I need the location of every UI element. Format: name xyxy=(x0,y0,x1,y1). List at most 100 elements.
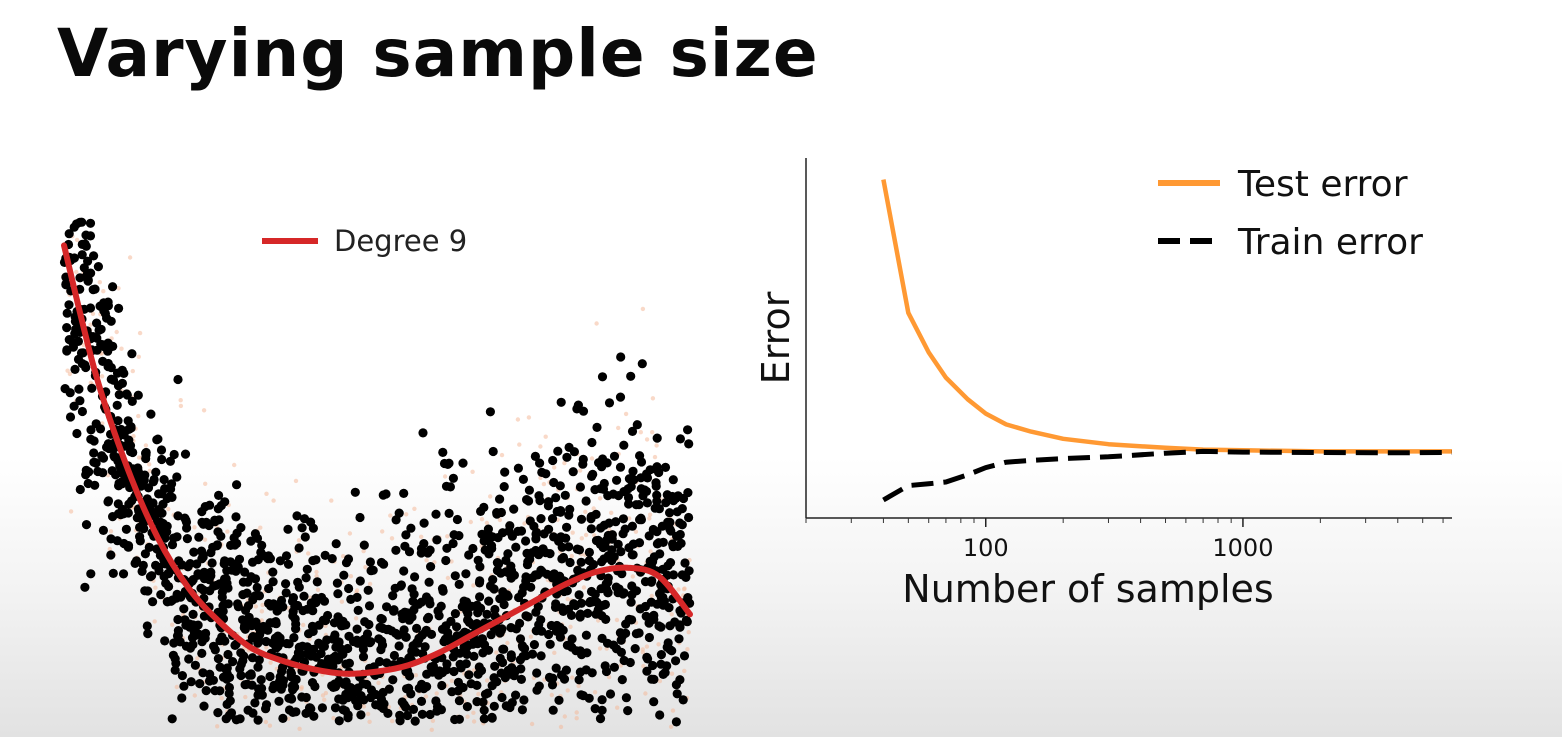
scatter-point xyxy=(664,603,674,613)
scatter-point xyxy=(232,480,242,490)
scatter-point xyxy=(490,661,500,671)
scatter-point xyxy=(608,489,618,499)
scatter-point xyxy=(437,680,447,691)
x-minor-ticks xyxy=(805,518,1444,523)
scatter-point xyxy=(604,398,615,408)
scatter-point xyxy=(658,537,668,548)
faint-point xyxy=(574,716,579,721)
scatter-point xyxy=(99,298,109,308)
faint-point xyxy=(529,721,535,727)
scatter-point xyxy=(174,556,184,566)
scatter-point xyxy=(475,576,485,586)
scatter-point xyxy=(587,668,597,678)
scatter-point xyxy=(678,695,688,705)
scatter-point xyxy=(642,498,653,508)
scatter-point xyxy=(216,531,226,541)
scatter-point xyxy=(493,559,504,569)
scatter-point xyxy=(271,617,281,627)
scatter-point xyxy=(410,716,420,726)
scatter-point xyxy=(173,374,183,385)
scatter-point xyxy=(389,650,399,661)
scatter-point xyxy=(70,364,80,374)
scatter-point xyxy=(407,584,417,594)
scatter-point xyxy=(291,619,301,629)
scatter-point xyxy=(438,447,448,457)
scatter-point xyxy=(544,672,555,683)
scatter-point xyxy=(549,532,559,542)
scatter-point xyxy=(223,649,233,660)
slide-title: Varying sample size xyxy=(57,15,819,92)
scatter-point xyxy=(575,482,586,492)
scatter-point xyxy=(557,603,567,613)
scatter-point xyxy=(530,451,541,461)
scatter-point xyxy=(80,582,90,592)
scatter-point xyxy=(416,696,427,707)
scatter-point xyxy=(404,653,414,663)
scatter-point xyxy=(601,536,611,546)
scatter-point xyxy=(173,614,183,625)
scatter-point xyxy=(468,543,478,554)
faint-point xyxy=(90,311,96,316)
scatter-point xyxy=(487,712,497,723)
faint-point xyxy=(470,469,475,474)
faint-point xyxy=(264,645,269,650)
scatter-point xyxy=(593,605,603,615)
scatter-point xyxy=(560,490,570,500)
scatter-point xyxy=(472,600,482,610)
faint-point xyxy=(499,452,505,458)
faint-point xyxy=(686,630,691,635)
scatter-point xyxy=(516,674,527,685)
faint-point xyxy=(424,558,429,563)
scatter-point xyxy=(123,416,133,426)
faint-point xyxy=(74,269,79,275)
scatter-point xyxy=(301,573,311,583)
scatter-point xyxy=(519,695,529,705)
x-tick-label: 1000 xyxy=(1212,534,1273,562)
faint-point xyxy=(597,646,603,651)
faint-point xyxy=(623,411,629,417)
scatter-point xyxy=(552,506,562,517)
scatter-point xyxy=(343,554,354,564)
scatter-point xyxy=(461,643,472,653)
scatter-point xyxy=(159,571,169,582)
scatter-point xyxy=(335,643,345,654)
faint-point xyxy=(361,548,366,554)
scatter-point xyxy=(419,539,429,549)
faint-point xyxy=(260,602,265,608)
faint-point xyxy=(471,583,476,588)
scatter-point xyxy=(634,500,644,510)
scatter-point xyxy=(565,557,575,568)
scatter-point xyxy=(618,514,629,524)
scatter-point xyxy=(518,474,529,484)
scatter-point xyxy=(477,634,487,644)
scatter-point xyxy=(91,419,101,429)
scatter-point xyxy=(81,520,92,530)
scatter-point xyxy=(215,636,225,646)
scatter-point xyxy=(678,493,689,504)
faint-point xyxy=(297,726,302,731)
scatter-point xyxy=(254,636,264,646)
faint-point xyxy=(116,286,121,291)
scatter-point xyxy=(648,660,658,671)
scatter-point xyxy=(452,622,462,632)
scatter-point xyxy=(195,679,205,689)
scatter-point xyxy=(301,692,311,703)
scatter-point xyxy=(414,633,424,644)
scatter-point xyxy=(597,705,607,715)
scatter-point xyxy=(188,609,198,620)
faint-point xyxy=(682,668,687,674)
faint-point xyxy=(640,647,645,652)
scatter-point xyxy=(127,396,137,406)
scatter-point xyxy=(261,636,271,647)
scatter-point xyxy=(198,668,208,678)
scatter-point xyxy=(118,509,128,519)
scatter-point xyxy=(232,538,242,549)
scatter-point xyxy=(626,597,636,607)
faint-point xyxy=(442,474,448,479)
faint-point xyxy=(640,306,646,312)
legend-train-error-label: Train error xyxy=(1237,222,1423,263)
scatter-point xyxy=(236,523,246,533)
scatter-point xyxy=(294,582,304,592)
scatter-point xyxy=(647,576,657,586)
scatter-point xyxy=(487,681,497,691)
